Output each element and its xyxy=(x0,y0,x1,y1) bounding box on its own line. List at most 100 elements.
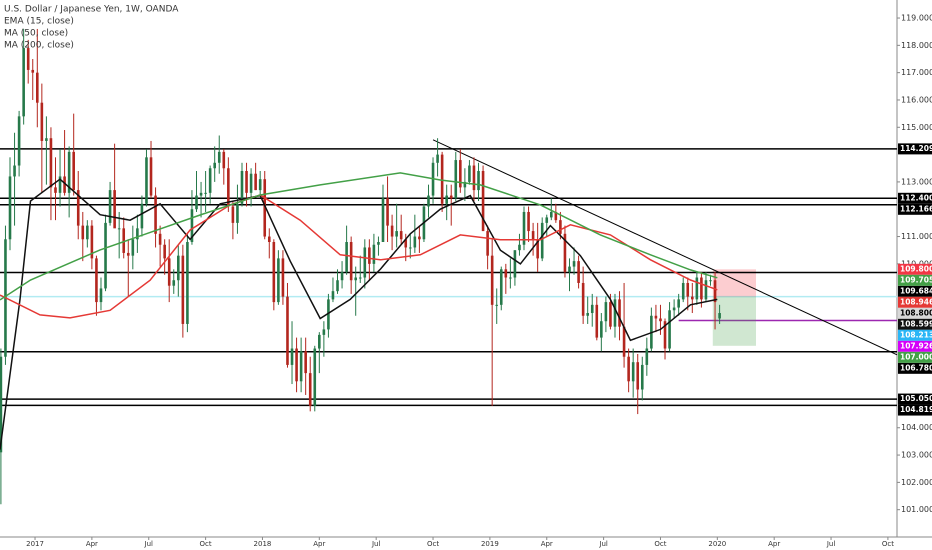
candle-body xyxy=(286,296,289,365)
candle-body xyxy=(217,151,221,163)
candle-body xyxy=(595,304,599,338)
x-tick-label: Jul xyxy=(371,540,381,548)
candle-body xyxy=(267,236,271,243)
candle-body xyxy=(8,176,12,240)
candle-body xyxy=(318,334,321,349)
price-tag-label: 108.599 xyxy=(900,319,932,328)
candle-body xyxy=(40,102,44,141)
candle-body xyxy=(499,269,503,305)
candle-body xyxy=(472,165,476,191)
x-tick-label: Oct xyxy=(882,540,894,548)
price-tag xyxy=(898,285,932,297)
candle-body xyxy=(622,326,626,357)
candle-body xyxy=(486,231,489,256)
candle-body xyxy=(627,356,630,382)
candle-body xyxy=(631,362,635,382)
candle-body xyxy=(518,244,521,251)
candle-body xyxy=(668,310,671,349)
price-tag-label: 112.166 xyxy=(900,204,932,213)
y-tick-label: 104.000 xyxy=(901,423,932,432)
candle-body xyxy=(108,190,112,223)
x-tick-label: Apr xyxy=(541,540,553,548)
candle-body xyxy=(172,280,176,286)
candle-body xyxy=(0,356,3,453)
indicator-line xyxy=(0,194,718,319)
candle-body xyxy=(245,170,248,193)
candle-body xyxy=(290,348,294,365)
candle-body xyxy=(177,255,180,281)
candle-body xyxy=(113,190,116,229)
candle-body xyxy=(249,173,253,193)
candle-body xyxy=(440,154,444,204)
y-tick-label: 102.000 xyxy=(901,478,932,487)
candle-body xyxy=(604,302,608,322)
candle-body xyxy=(195,195,198,210)
price-tag xyxy=(898,393,932,405)
candle-body xyxy=(358,277,362,279)
candle-body xyxy=(613,299,617,327)
price-tag-label: 105.050 xyxy=(900,394,932,403)
candle-body xyxy=(559,220,562,234)
candle-body xyxy=(663,321,667,349)
candle-body xyxy=(568,266,571,273)
candle-body xyxy=(86,225,89,240)
candle-body xyxy=(563,233,567,273)
candle-body xyxy=(522,211,526,245)
candle-body xyxy=(436,154,439,163)
candle-body xyxy=(672,307,676,311)
candle-body xyxy=(208,168,212,193)
candle-body xyxy=(158,233,162,245)
candle-body xyxy=(390,225,394,237)
candle-body xyxy=(527,211,530,232)
candle-body xyxy=(504,269,508,278)
trendline xyxy=(432,139,898,356)
candle-body xyxy=(81,225,85,240)
candle-body xyxy=(540,222,544,259)
candle-body xyxy=(554,211,558,221)
indicator-line xyxy=(0,178,718,450)
candle-body xyxy=(240,170,244,204)
price-tag xyxy=(898,263,932,275)
candle-body xyxy=(95,258,98,303)
candle-body xyxy=(336,280,339,292)
price-tag-label: 112.400 xyxy=(900,193,932,202)
candle-body xyxy=(227,168,230,207)
candle-body xyxy=(645,348,649,365)
x-tick-label: Apr xyxy=(86,540,98,548)
candle-body xyxy=(104,222,107,289)
legend-entry: MA (50, close) xyxy=(4,29,68,39)
price-tag xyxy=(898,318,932,330)
candle-body xyxy=(313,348,317,406)
candle-body xyxy=(536,239,539,259)
candle-body xyxy=(122,228,126,253)
candle-body xyxy=(281,258,285,297)
candle-body xyxy=(67,151,71,193)
legend-entry: EMA (15, close) xyxy=(4,17,74,27)
x-tick-label: 2019 xyxy=(481,540,499,548)
y-tick-label: 118.000 xyxy=(901,41,932,50)
x-tick-label: Jul xyxy=(826,540,836,548)
stop-zone xyxy=(712,269,756,297)
price-tag xyxy=(898,362,932,374)
indicator-line xyxy=(0,172,718,301)
candle-body xyxy=(263,179,267,237)
axes: 101.000102.000103.000104.000110.000111.0… xyxy=(26,14,932,548)
price-tag-label: 109.800 xyxy=(900,264,932,273)
candle-body xyxy=(408,247,412,249)
chart-title: U.S. Dollar / Japanese Yen, 1W, OANDA xyxy=(4,5,179,15)
candle-body xyxy=(186,242,189,324)
candle-body xyxy=(117,228,121,230)
candle-body xyxy=(572,261,576,267)
candle-body xyxy=(372,244,376,264)
candle-body xyxy=(181,255,185,324)
candle-body xyxy=(445,195,448,204)
candle-body xyxy=(691,296,694,300)
candle-body xyxy=(513,250,517,278)
candle-body xyxy=(545,217,549,223)
candle-body xyxy=(126,252,130,256)
candle-body xyxy=(54,187,57,193)
candle-body xyxy=(254,173,257,191)
candle-body xyxy=(331,291,335,300)
candle-body xyxy=(17,116,21,166)
candle-body xyxy=(427,195,430,207)
